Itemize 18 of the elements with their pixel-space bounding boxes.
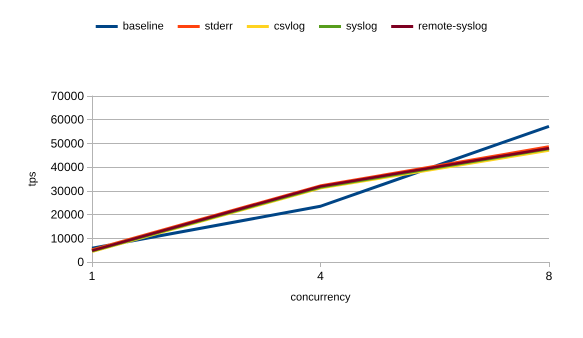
x-tick-label: 4 xyxy=(317,269,324,283)
y-tick-label: 40000 xyxy=(50,160,84,174)
y-tick-label: 50000 xyxy=(50,136,84,150)
y-tick-label: 10000 xyxy=(50,231,84,246)
legend-label: remote-syslog xyxy=(418,20,488,32)
legend-label: baseline xyxy=(122,20,164,32)
x-axis-title: concurrency xyxy=(290,292,351,304)
y-tick-label: 30000 xyxy=(50,184,84,198)
y-tick-label: 0 xyxy=(77,255,84,269)
legend-label: stderr xyxy=(204,20,234,32)
y-tick-label: 20000 xyxy=(50,208,84,222)
x-tick-label: 8 xyxy=(546,269,553,283)
y-tick-label: 70000 xyxy=(50,89,84,103)
legend-label: csvlog xyxy=(274,20,306,32)
y-tick-label: 60000 xyxy=(50,112,84,127)
x-tick-label: 1 xyxy=(88,269,96,283)
legend-label: syslog xyxy=(346,20,378,32)
y-axis-title: tps xyxy=(26,171,38,186)
